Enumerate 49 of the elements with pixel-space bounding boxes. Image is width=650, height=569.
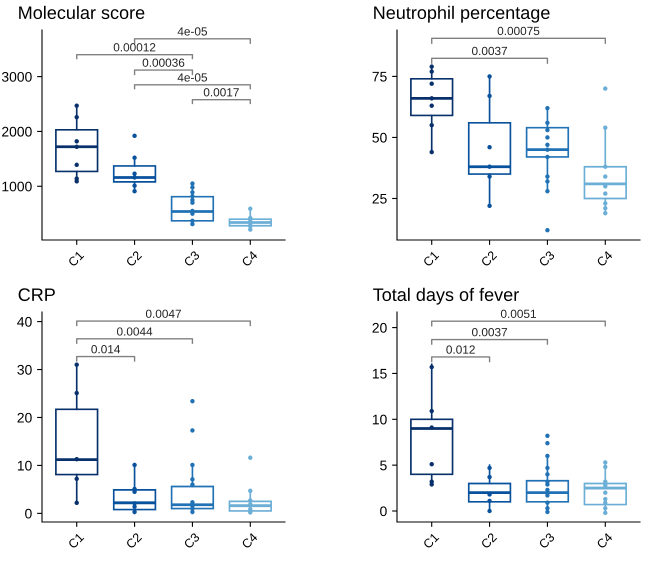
y-tick-label: 15: [372, 368, 387, 379]
x-tick-label: C2: [480, 532, 498, 550]
x-tick-label: C2: [125, 532, 142, 550]
y-tick-label: 2000: [2, 126, 32, 137]
annotation: 0.00075: [498, 26, 540, 36]
chart-title: CRP: [18, 288, 55, 302]
annotation: 0.012: [446, 345, 475, 354]
x-tick-label: C3: [183, 250, 200, 268]
y-tick-label: 30: [17, 364, 32, 375]
chart-title: Molecular score: [19, 6, 144, 20]
x-tick-label: C2: [480, 250, 498, 268]
chart-title: Neutrophil percentage: [374, 6, 550, 23]
y-tick-label: 3000: [2, 72, 32, 82]
y-tick-label: 75: [372, 72, 387, 82]
annotation: 0.0017: [204, 88, 239, 96]
x-tick-label: C1: [422, 532, 440, 550]
y-tick-label: 10: [372, 414, 387, 424]
annotation: 4e-05: [178, 27, 208, 36]
y-tick-label: 1000: [2, 182, 32, 192]
x-tick-label: C3: [183, 532, 200, 550]
x-tick-label: C1: [68, 250, 84, 268]
annotation: 4e-05: [178, 73, 208, 82]
x-tick-label: C4: [241, 532, 258, 550]
annotation: 0.0044: [116, 327, 152, 336]
x-tick-label: C1: [422, 250, 440, 268]
y-tick-label: 0: [380, 506, 387, 516]
x-tick-label: C4: [596, 250, 614, 268]
y-tick-label: 50: [372, 132, 387, 143]
x-tick-label: C4: [596, 532, 614, 550]
y-tick-label: 25: [372, 194, 387, 204]
chart-title: Total days of fever: [373, 288, 519, 305]
y-tick-label: 20: [18, 412, 32, 423]
x-tick-label: C4: [241, 250, 258, 268]
annotation: 0.0051: [500, 310, 536, 318]
annotation: 0.00036: [142, 58, 184, 67]
x-tick-label: C1: [68, 532, 84, 550]
annotation: 0.0047: [146, 310, 181, 318]
annotation: 0.0037: [472, 328, 508, 336]
annotation: 0.014: [91, 345, 120, 354]
y-tick-label: 10: [18, 460, 32, 471]
y-tick-label: 40: [17, 316, 32, 327]
y-tick-label: 0: [25, 508, 32, 519]
y-tick-label: 20: [372, 322, 387, 333]
annotation: 0.00012: [114, 43, 156, 52]
annotation: 0.0037: [472, 46, 508, 56]
x-tick-label: C3: [538, 532, 556, 550]
x-tick-label: C2: [125, 250, 142, 268]
y-tick-label: 5: [380, 460, 387, 470]
x-tick-label: C3: [538, 250, 556, 268]
